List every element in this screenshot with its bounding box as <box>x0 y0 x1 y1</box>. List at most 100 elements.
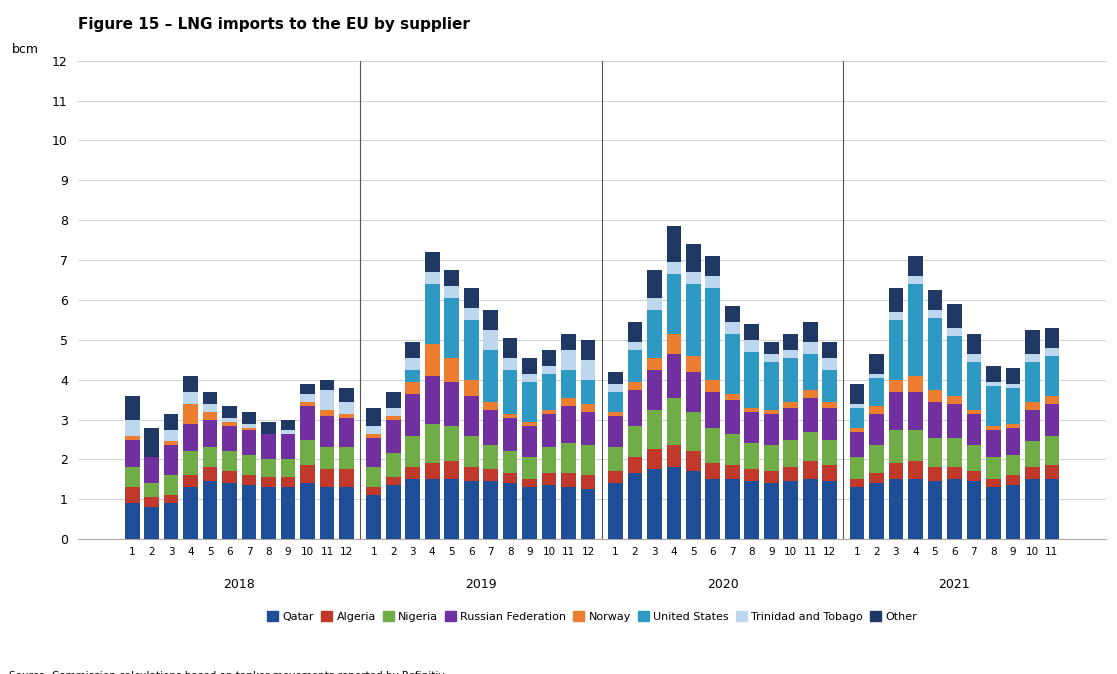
Bar <box>686 371 700 412</box>
Text: bcm: bcm <box>11 43 38 56</box>
Bar <box>503 452 517 473</box>
Bar <box>927 402 943 437</box>
Bar <box>725 306 739 322</box>
Bar <box>889 464 904 479</box>
Bar <box>608 448 622 471</box>
Bar <box>503 473 517 483</box>
Bar <box>986 479 1001 487</box>
Bar <box>484 350 498 402</box>
Bar <box>608 372 622 384</box>
Bar <box>366 408 381 425</box>
Bar <box>869 483 884 539</box>
Bar <box>744 443 760 469</box>
Bar <box>125 487 140 503</box>
Bar <box>503 414 517 418</box>
Bar <box>445 270 459 286</box>
Bar <box>241 427 257 429</box>
Bar <box>464 308 478 320</box>
Bar <box>562 473 576 487</box>
Bar <box>764 362 779 410</box>
Bar <box>386 419 401 454</box>
Bar <box>608 412 622 416</box>
Bar <box>850 431 865 458</box>
Bar <box>986 458 1001 479</box>
Bar <box>1005 475 1020 485</box>
Bar <box>1005 427 1020 456</box>
Bar <box>164 414 179 429</box>
Bar <box>667 446 681 468</box>
Bar <box>1044 356 1059 396</box>
Bar <box>261 421 276 433</box>
Bar <box>1044 466 1059 479</box>
Text: Figure 15 – LNG imports to the EU by supplier: Figure 15 – LNG imports to the EU by sup… <box>78 17 470 32</box>
Bar <box>484 469 498 481</box>
Bar <box>340 418 354 448</box>
Bar <box>966 446 981 471</box>
Bar <box>908 276 923 284</box>
Bar <box>783 402 798 408</box>
Bar <box>908 462 923 479</box>
Bar <box>647 298 661 310</box>
Bar <box>986 425 1001 429</box>
Bar <box>144 497 159 508</box>
Bar <box>986 386 1001 425</box>
Bar <box>667 398 681 446</box>
Bar <box>667 468 681 539</box>
Bar <box>424 252 440 272</box>
Bar <box>300 394 315 402</box>
Bar <box>405 342 420 358</box>
Bar <box>562 487 576 539</box>
Bar <box>542 350 556 366</box>
Bar <box>542 373 556 410</box>
Bar <box>725 400 739 433</box>
Bar <box>300 439 315 466</box>
Bar <box>484 330 498 350</box>
Bar <box>608 392 622 412</box>
Bar <box>822 342 837 358</box>
Bar <box>300 406 315 439</box>
Bar <box>764 471 779 483</box>
Bar <box>744 408 760 412</box>
Bar <box>1044 404 1059 435</box>
Bar <box>947 437 962 468</box>
Bar <box>889 379 904 392</box>
Bar <box>562 370 576 398</box>
Bar <box>783 481 798 539</box>
Bar <box>725 433 739 466</box>
Bar <box>667 334 681 354</box>
Bar <box>464 320 478 379</box>
Bar <box>386 454 401 477</box>
Bar <box>927 318 943 390</box>
Bar <box>608 471 622 483</box>
Bar <box>744 481 760 539</box>
Bar <box>183 404 198 423</box>
Bar <box>542 485 556 539</box>
Bar <box>222 418 237 421</box>
Bar <box>908 284 923 375</box>
Bar <box>203 468 218 481</box>
Bar <box>850 408 865 427</box>
Bar <box>386 485 401 539</box>
Bar <box>144 508 159 539</box>
Bar <box>280 477 295 487</box>
Bar <box>261 477 276 487</box>
Bar <box>125 419 140 435</box>
Bar <box>706 379 720 392</box>
Bar <box>340 402 354 414</box>
Bar <box>503 358 517 370</box>
Bar <box>628 381 642 390</box>
Bar <box>783 358 798 402</box>
Bar <box>1044 348 1059 356</box>
Bar <box>744 340 760 352</box>
Bar <box>783 334 798 350</box>
Bar <box>581 404 595 412</box>
Bar <box>424 479 440 539</box>
Bar <box>908 256 923 276</box>
Bar <box>319 487 334 539</box>
Bar <box>744 352 760 408</box>
Bar <box>869 354 884 373</box>
Bar <box>319 416 334 448</box>
Bar <box>725 479 739 539</box>
Bar <box>581 446 595 475</box>
Bar <box>608 384 622 392</box>
